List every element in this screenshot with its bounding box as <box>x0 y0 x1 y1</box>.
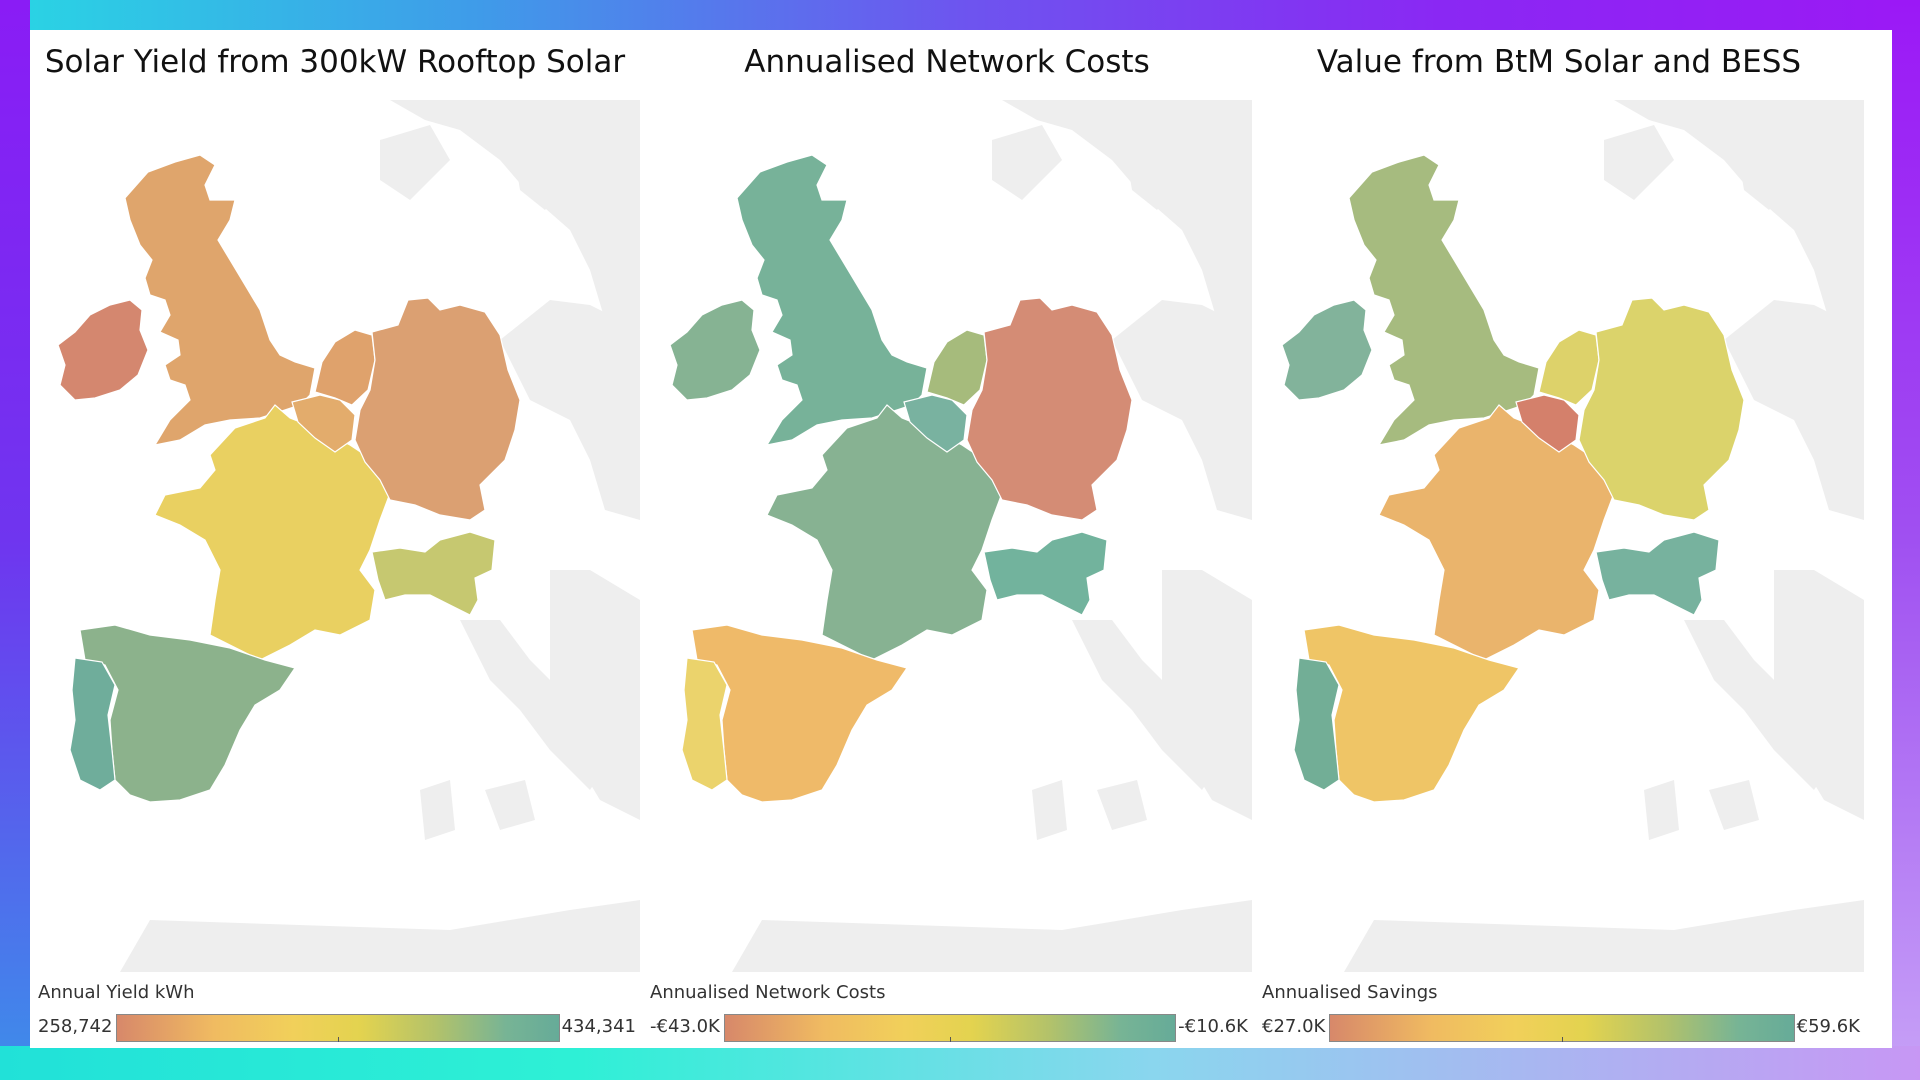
color-legend: 258,742 434,341 <box>30 1012 640 1042</box>
country-germany[interactable] <box>966 297 1133 521</box>
panel-title: Solar Yield from 300kW Rooftop Solar <box>44 44 626 80</box>
frame-right <box>1890 0 1920 1080</box>
legend-gradient-bar <box>1329 1014 1795 1042</box>
choropleth-map[interactable] <box>642 100 1252 972</box>
legend-max-value: -€10.6K <box>1178 1016 1248 1037</box>
country-portugal[interactable] <box>69 657 116 791</box>
legend-title: Annualised Network Costs <box>650 982 886 1003</box>
country-spain[interactable] <box>1303 624 1520 803</box>
country-uk[interactable] <box>1348 154 1540 446</box>
choropleth-map[interactable] <box>1254 100 1864 972</box>
countries <box>1281 154 1745 803</box>
countries <box>57 154 521 803</box>
legend-mid-tick <box>1562 1037 1563 1042</box>
legend-max-value: €59.6K <box>1796 1016 1860 1037</box>
country-ireland[interactable] <box>57 299 149 401</box>
legend-title: Annualised Savings <box>1262 982 1438 1003</box>
legend-title: Annual Yield kWh <box>38 982 195 1003</box>
background-land <box>120 100 640 972</box>
country-italy[interactable] <box>371 531 496 616</box>
legend-gradient-bar <box>116 1014 560 1042</box>
country-italy[interactable] <box>983 531 1108 616</box>
frame-left <box>0 0 30 1080</box>
legend-max-value: 434,341 <box>561 1016 636 1037</box>
legend-mid-tick <box>950 1037 951 1042</box>
dashboard-canvas: Solar Yield from 300kW Rooftop Solar Ann… <box>30 30 1892 1048</box>
country-spain[interactable] <box>79 624 296 803</box>
legend-min-value: -€43.0K <box>650 1016 720 1037</box>
panel-network-costs: Annualised Network Costs Annualised Netw… <box>642 30 1252 1048</box>
country-spain[interactable] <box>691 624 908 803</box>
background-land <box>732 100 1252 972</box>
panel-title: Value from BtM Solar and BESS <box>1316 44 1802 80</box>
country-uk[interactable] <box>124 154 316 446</box>
color-legend: -€43.0K -€10.6K <box>642 1012 1252 1042</box>
legend-min-value: €27.0K <box>1262 1016 1326 1037</box>
country-belgium[interactable] <box>1515 394 1580 453</box>
country-ireland[interactable] <box>669 299 761 401</box>
country-belgium[interactable] <box>903 394 968 453</box>
panel-title: Annualised Network Costs <box>744 44 1150 80</box>
legend-mid-tick <box>338 1037 339 1042</box>
panel-btm-value: Value from BtM Solar and BESS Annualised <box>1254 30 1864 1048</box>
legend-gradient-bar <box>724 1014 1176 1042</box>
country-uk[interactable] <box>736 154 928 446</box>
country-belgium[interactable] <box>291 394 356 453</box>
legend-min-value: 258,742 <box>38 1016 113 1037</box>
country-germany[interactable] <box>1578 297 1745 521</box>
frame-bottom <box>0 1046 1920 1080</box>
countries <box>669 154 1133 803</box>
country-germany[interactable] <box>354 297 521 521</box>
color-legend: €27.0K €59.6K <box>1254 1012 1864 1042</box>
country-italy[interactable] <box>1595 531 1720 616</box>
background-land <box>1344 100 1864 972</box>
country-ireland[interactable] <box>1281 299 1373 401</box>
country-portugal[interactable] <box>1293 657 1340 791</box>
panel-solar-yield: Solar Yield from 300kW Rooftop Solar Ann… <box>30 30 640 1048</box>
country-portugal[interactable] <box>681 657 728 791</box>
choropleth-map[interactable] <box>30 100 640 972</box>
